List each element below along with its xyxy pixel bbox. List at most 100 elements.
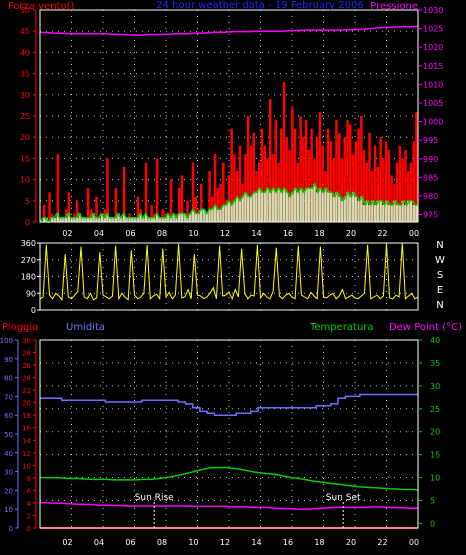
panel-wind-x-ticks: 02 04 06 08 10 12 14 16 18 20 22 00 — [62, 229, 419, 238]
temperature-axis-ticks: 0 5 10 15 20 25 30 35 40 — [418, 336, 440, 528]
gust-fill-bar — [235, 196, 239, 222]
gust-fill-bar — [81, 217, 84, 222]
gust-fill-bar — [62, 217, 65, 222]
humidity-line — [40, 393, 418, 416]
rain-tick-label: 26 — [22, 362, 31, 370]
wind-bar — [343, 137, 346, 222]
direction-tick-label: 180 — [21, 273, 36, 282]
gust-fill-bar — [233, 200, 236, 222]
wind-axis-ticks: 0 5 10 15 20 25 30 35 40 45 50 — [20, 6, 37, 227]
chart-title: 24 hour weather data - 19 February 2006 — [156, 0, 363, 11]
gust-fill-bar — [136, 217, 140, 222]
gust-fill-bar — [335, 192, 338, 222]
wind-bar — [161, 209, 164, 222]
gust-fill-bar — [321, 192, 324, 222]
gust-fill-bar — [285, 192, 289, 222]
x-tick-label: 16 — [283, 229, 293, 238]
gust-fill-bar — [387, 205, 391, 222]
wind-bar — [219, 183, 222, 222]
temperature-label: Temperatura — [309, 322, 374, 333]
rain-tick-label: 8 — [27, 475, 31, 483]
pressure-tick-label: 1000 — [423, 118, 443, 127]
rain-tick-label: 28 — [22, 350, 31, 358]
gust-fill-bar — [351, 192, 355, 222]
gust-fill-bar — [155, 213, 159, 222]
gust-fill-bar — [172, 213, 175, 222]
x-tick-label: 20 — [346, 229, 356, 238]
gust-fill-bar — [150, 217, 153, 222]
dew-point-line — [40, 502, 418, 510]
wind-bar — [238, 145, 242, 222]
compass-letter: S — [437, 270, 443, 281]
wind-bar — [415, 111, 418, 222]
wind-tick-label: 35 — [20, 70, 30, 79]
wind-bar — [227, 175, 231, 222]
wind-bar — [326, 128, 330, 222]
wind-bar — [357, 128, 360, 222]
gust-fill-bar — [249, 196, 253, 222]
gust-fill-bar — [166, 213, 170, 222]
gust-fill-bar — [70, 217, 73, 222]
temperature-tick-label: 5 — [430, 496, 435, 505]
panel-direction-frame — [39, 242, 419, 311]
wind-bar — [180, 175, 184, 222]
rain-tick-label: 0 — [27, 525, 31, 533]
wind-bar — [282, 82, 286, 222]
wind-bar — [360, 116, 363, 222]
gust-fill-bar — [409, 200, 413, 222]
wind-tick-label: 10 — [20, 176, 30, 185]
gust-fill-bar — [133, 217, 137, 222]
wind-bars — [42, 82, 418, 222]
x-tick-label: 10 — [188, 229, 198, 238]
x-tick-label: 18 — [314, 538, 324, 547]
direction-tick-label: 90 — [26, 289, 36, 298]
humidity-tick-label: 100 — [0, 337, 13, 345]
wind-tick-label: 20 — [20, 133, 30, 142]
wind-tick-label: 0 — [25, 218, 30, 227]
wind-bar — [387, 149, 391, 222]
wind-bar — [382, 158, 385, 222]
wind-bar — [136, 196, 140, 222]
x-tick-label: 16 — [283, 538, 293, 547]
direction-line — [39, 242, 419, 302]
gust-fill-bar — [288, 196, 291, 222]
gust-fill-bar — [131, 217, 134, 222]
wind-bar — [269, 99, 272, 222]
gust-fill-bar — [180, 213, 184, 222]
gust-fill-bar — [227, 200, 231, 222]
humidity-tick-label: 20 — [4, 487, 13, 495]
gust-fill-bar — [224, 205, 228, 222]
gust-fill-bar — [293, 188, 297, 222]
wind-bar — [304, 120, 308, 222]
gust-fill-bar — [73, 217, 76, 222]
wind-bar — [244, 154, 247, 222]
gust-fill-bar — [164, 217, 167, 222]
rain-tick-label: 22 — [22, 387, 31, 395]
gust-fill-bar — [109, 217, 112, 222]
wind-bar — [373, 145, 377, 222]
rain-tick-label: 24 — [22, 375, 31, 383]
gust-fill-bar — [125, 217, 128, 222]
wind-bar — [191, 162, 195, 222]
temperature-line — [40, 466, 419, 491]
humidity-tick-label: 70 — [4, 393, 13, 401]
wind-bar — [150, 205, 153, 222]
x-tick-label: 22 — [377, 229, 387, 238]
compass-letter: E — [437, 285, 443, 296]
gust-fill-bar — [211, 209, 214, 222]
gust-fill-bar — [357, 200, 360, 222]
gust-fill-bar — [360, 196, 363, 222]
pressure-axis-label: Pressione — [370, 1, 418, 12]
pressure-axis-ticks: 975 980 985 990 995 1000 1005 1010 1015 1020 1025 1… — [418, 6, 443, 220]
gust-fill-bar — [139, 213, 142, 222]
wind-bar — [246, 116, 250, 222]
wind-bar — [249, 145, 253, 222]
wind-tick-label: 30 — [20, 91, 30, 100]
wind-bar — [368, 133, 371, 222]
wind-bar — [349, 124, 352, 222]
rain-tick-label: 30 — [22, 337, 31, 345]
gust-fill-bar — [271, 188, 275, 222]
x-tick-label: 04 — [94, 229, 104, 238]
